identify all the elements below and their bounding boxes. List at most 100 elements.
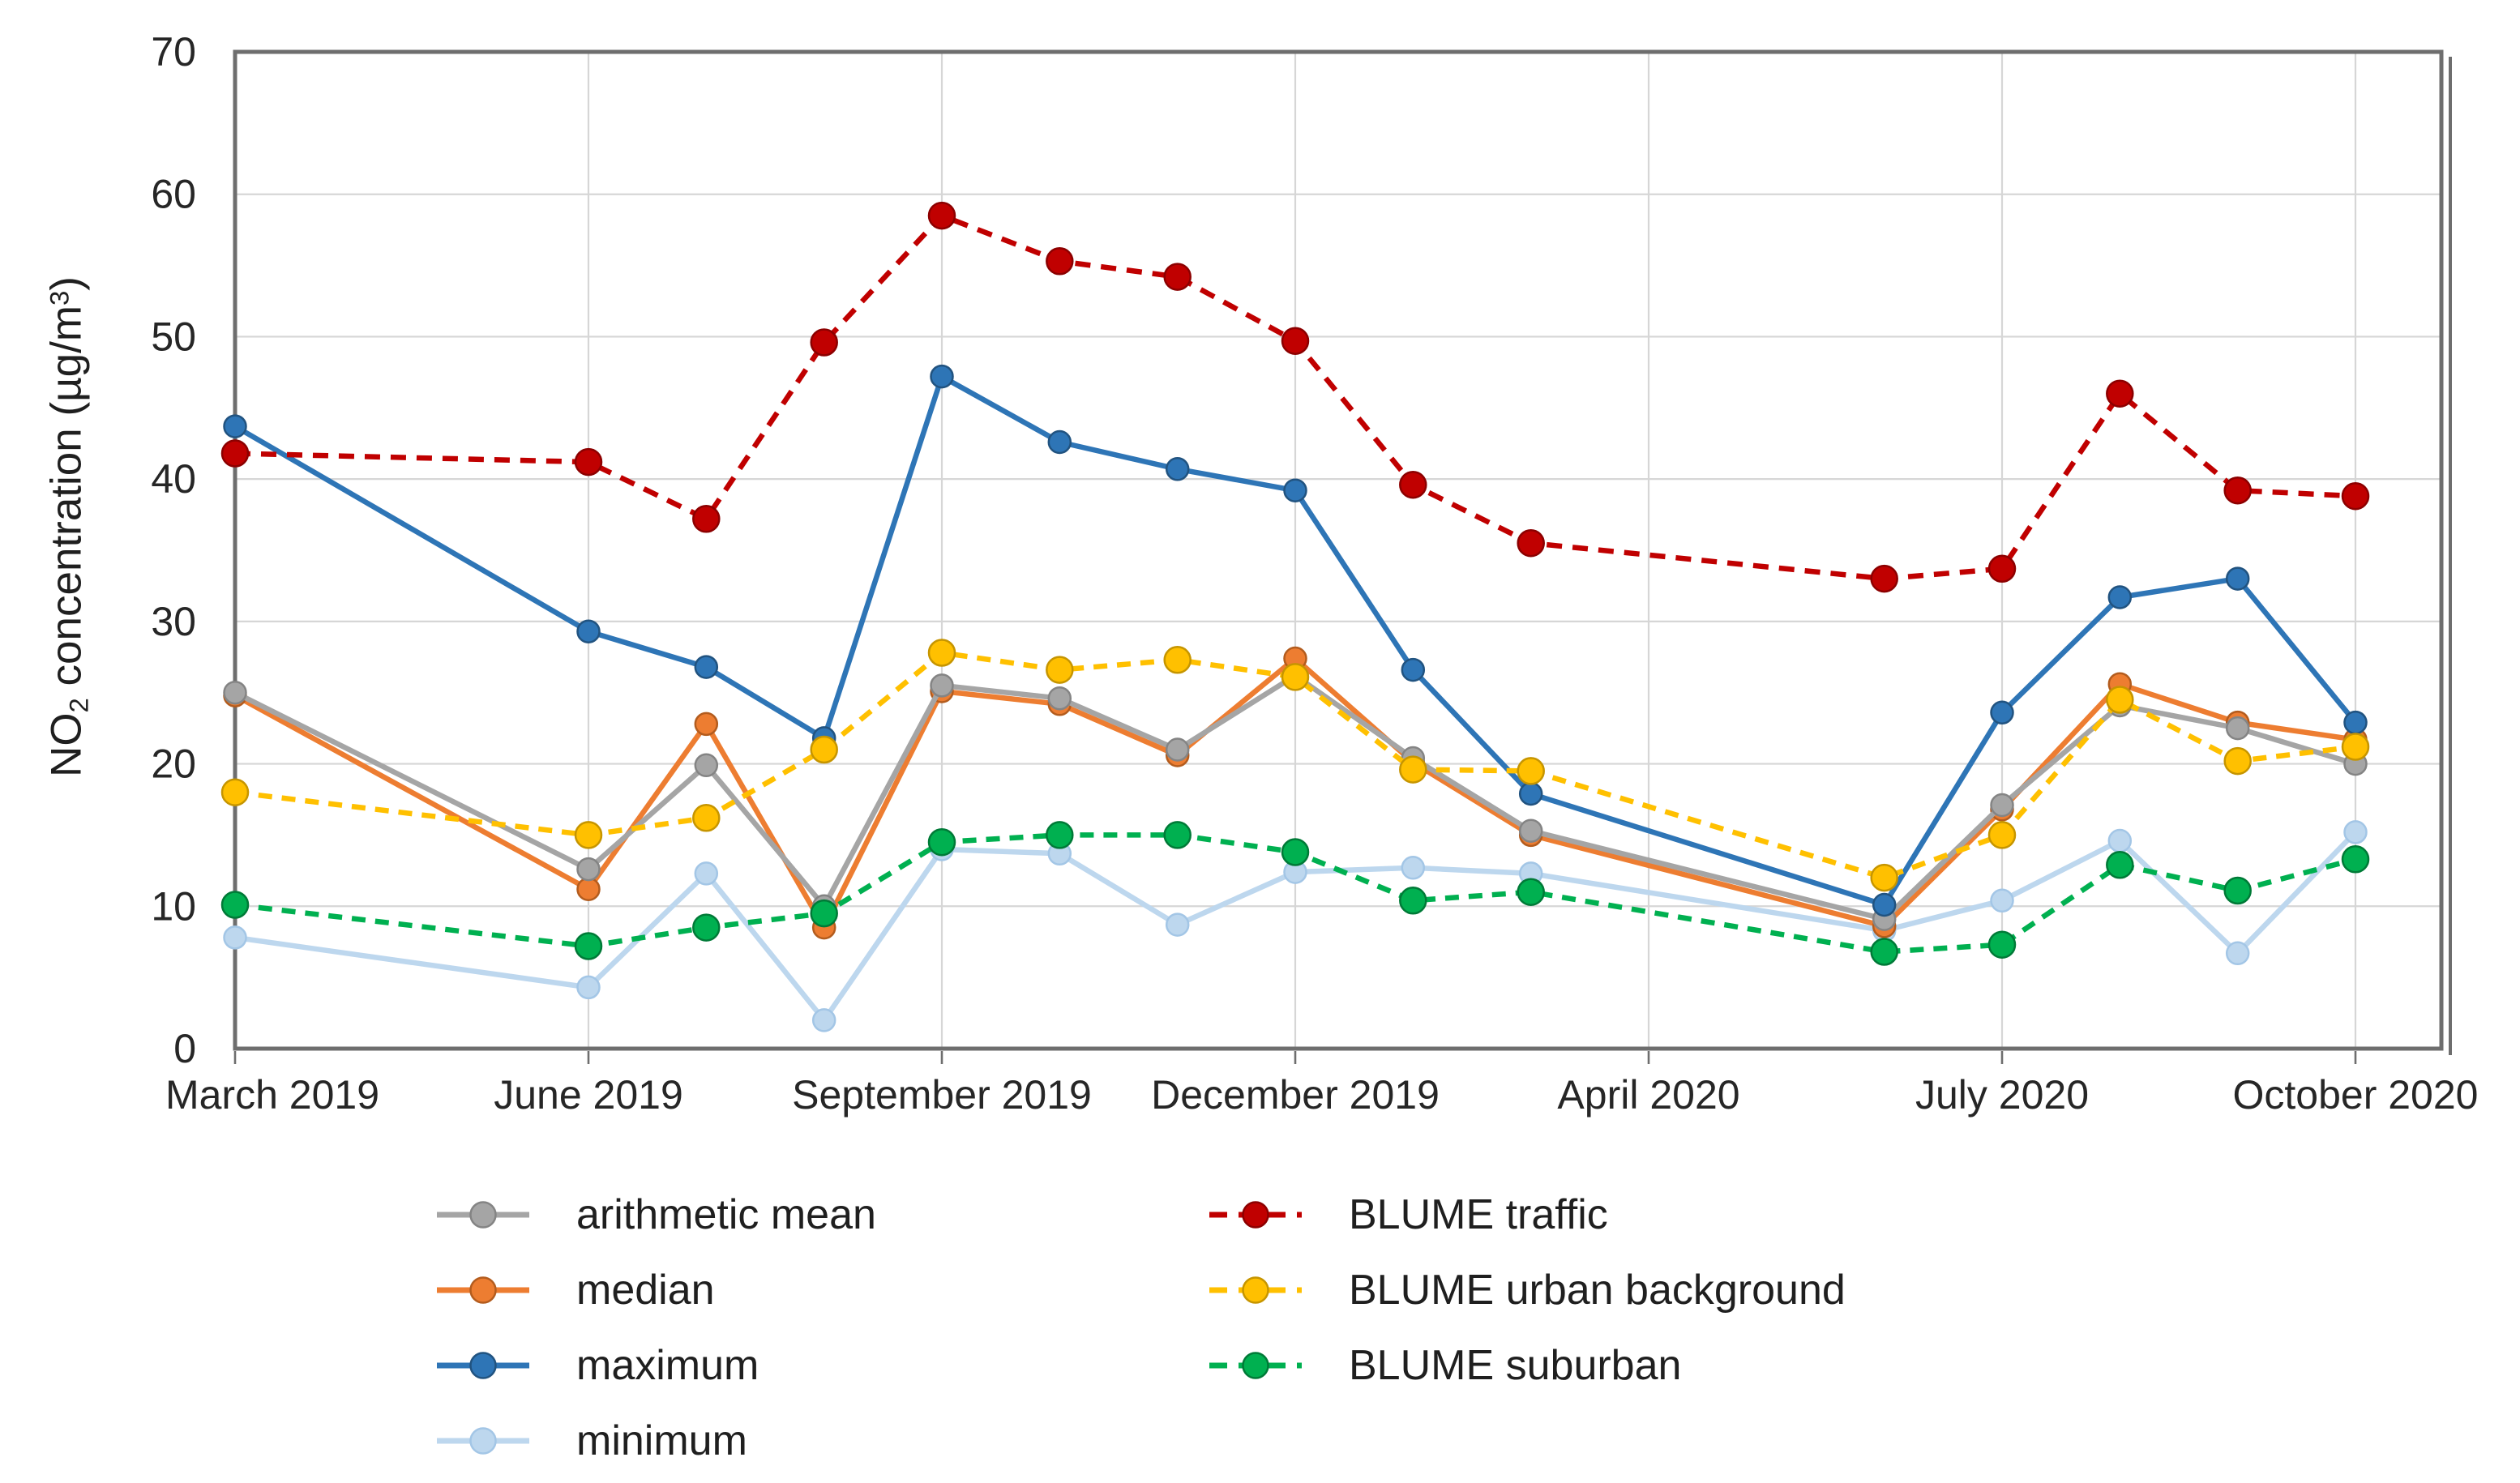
data-point-marker-blume-urban-background [2106, 686, 2134, 714]
y-tick-label: 60 [151, 172, 196, 217]
data-point-marker-blume-urban-background [1399, 755, 1427, 784]
data-point-marker-blume-traffic [2341, 481, 2370, 511]
data-point-marker-blume-urban-background [810, 735, 838, 764]
x-tick-label: December 2019 [1151, 1072, 1440, 1118]
data-point-marker-median [576, 877, 601, 901]
data-point-marker-blume-suburban [1517, 878, 1545, 906]
legend-item-arithmetic-mean: arithmetic mean [435, 1177, 876, 1252]
x-tick-label: September 2019 [792, 1072, 1092, 1118]
data-point-marker-arithmetic-mean [2225, 716, 2250, 741]
data-point-marker-minimum [2343, 820, 2368, 844]
data-point-marker-blume-suburban [927, 827, 956, 857]
y-tick-label: 70 [151, 29, 196, 75]
legend-marker-circle [1242, 1200, 1269, 1229]
data-point-marker-blume-suburban [574, 932, 603, 960]
y-axis-title-text: NO [42, 712, 91, 777]
data-point-marker-maximum [694, 655, 719, 679]
y-axis-title-text: concentration (µg/m [42, 305, 91, 699]
data-point-marker-blume-suburban [2223, 876, 2252, 905]
legend-marker-circle [1242, 1276, 1269, 1304]
legend-label-maximum: maximum [576, 1341, 759, 1389]
data-point-marker-minimum [2107, 828, 2133, 853]
data-point-marker-minimum [1165, 912, 1190, 937]
y-tick-label: 50 [151, 314, 196, 359]
data-point-marker-maximum [1165, 457, 1190, 481]
legend-label-arithmetic-mean: arithmetic mean [576, 1190, 876, 1238]
legend-swatch-minimum [437, 1426, 529, 1455]
legend-item-minimum: minimum [435, 1403, 876, 1478]
data-point-marker-arithmetic-mean [576, 857, 601, 882]
data-point-marker-blume-suburban [220, 891, 250, 919]
data-point-marker-maximum [930, 364, 954, 389]
legend-swatch-blume-traffic [1209, 1200, 1302, 1229]
data-point-marker-maximum [576, 619, 601, 643]
legend-label-blume-suburban: BLUME suburban [1349, 1341, 1682, 1389]
x-tick-label: March 2019 [165, 1072, 379, 1118]
data-point-marker-blume-suburban [1870, 938, 1898, 966]
x-tick-label: July 2020 [1915, 1072, 2089, 1118]
data-point-marker-blume-urban-background [2341, 733, 2370, 761]
legend-marker-circle [469, 1276, 497, 1304]
x-tick-label: April 2020 [1557, 1072, 1739, 1118]
data-point-marker-blume-urban-background [927, 639, 956, 667]
x-tick-label: October 2020 [2233, 1072, 2479, 1118]
data-point-marker-maximum [223, 414, 247, 438]
legend-column-right: BLUME traffic BLUME urban background BLUME… [1208, 1177, 1846, 1403]
y-tick-label: 10 [151, 883, 196, 929]
data-point-marker-blume-traffic [1046, 247, 1074, 276]
y-axis-title: NO2 concentration (µg/m3) [41, 276, 94, 777]
data-point-marker-blume-suburban [1046, 821, 1074, 849]
data-point-marker-minimum [811, 1008, 836, 1032]
data-point-marker-blume-traffic [810, 328, 838, 357]
data-point-marker-blume-suburban [810, 899, 838, 928]
data-point-marker-minimum [1401, 856, 1426, 880]
data-point-marker-blume-traffic [1399, 470, 1427, 499]
y-tick-label: 40 [151, 456, 196, 502]
legend-swatch-blume-suburban [1209, 1351, 1302, 1379]
y-tick-label: 0 [173, 1026, 196, 1071]
data-point-marker-blume-suburban [1281, 838, 1310, 866]
data-point-marker-maximum [1518, 781, 1543, 806]
data-point-marker-median [694, 712, 719, 737]
y-tick-label: 20 [151, 742, 196, 787]
data-point-marker-maximum [1047, 430, 1072, 455]
x-axis-labels: March 2019 June 2019 September 2019 Decembe… [165, 1072, 2479, 1118]
series-blume-urban-background [220, 639, 2370, 892]
gridlines [235, 52, 2441, 1049]
data-point-marker-blume-urban-background [574, 821, 603, 849]
legend-item-blume-suburban: BLUME suburban [1208, 1327, 1846, 1403]
y-axis-labels: 0 10 20 30 40 50 60 70 [151, 29, 196, 1071]
legend-item-blume-traffic: BLUME traffic [1208, 1177, 1846, 1252]
legend-marker-circle [469, 1200, 497, 1229]
data-point-marker-blume-urban-background [2223, 746, 2252, 776]
data-point-marker-blume-urban-background [692, 804, 721, 832]
data-point-marker-minimum [694, 861, 719, 886]
data-point-marker-blume-traffic [1517, 528, 1545, 558]
data-point-marker-blume-traffic [692, 505, 721, 533]
legend-label-blume-traffic: BLUME traffic [1349, 1190, 1608, 1238]
data-point-marker-minimum [1990, 888, 2014, 913]
data-point-marker-blume-traffic [1987, 554, 2017, 583]
data-point-marker-blume-traffic [1870, 564, 1898, 593]
x-axis-ticks [233, 1051, 2357, 1064]
data-point-marker-arithmetic-mean [1990, 793, 2014, 818]
legend-label-blume-urban-background: BLUME urban background [1349, 1266, 1846, 1314]
y-axis-title-subscript: 2 [63, 698, 94, 713]
data-point-marker-arithmetic-mean [1165, 737, 1190, 762]
legend-item-median: median [435, 1252, 876, 1327]
data-point-marker-maximum [1872, 892, 1897, 917]
plot-frame [233, 49, 2444, 1051]
data-point-marker-blume-traffic [927, 201, 956, 230]
data-point-marker-blume-traffic [220, 439, 250, 468]
data-point-marker-blume-traffic [1163, 263, 1192, 291]
legend-item-blume-urban-background: BLUME urban background [1208, 1252, 1846, 1327]
data-point-marker-maximum [1283, 478, 1307, 502]
data-point-marker-blume-urban-background [220, 778, 250, 806]
legend-swatch-blume-urban-background [1209, 1276, 1302, 1304]
data-point-marker-blume-suburban [692, 913, 721, 942]
data-point-marker-blume-urban-background [1987, 821, 2017, 849]
y-axis-title-superscript: 3 [44, 290, 75, 306]
legend-label-minimum: minimum [576, 1417, 747, 1464]
series-blume-traffic [220, 201, 2370, 593]
data-point-marker-minimum [576, 975, 601, 1000]
